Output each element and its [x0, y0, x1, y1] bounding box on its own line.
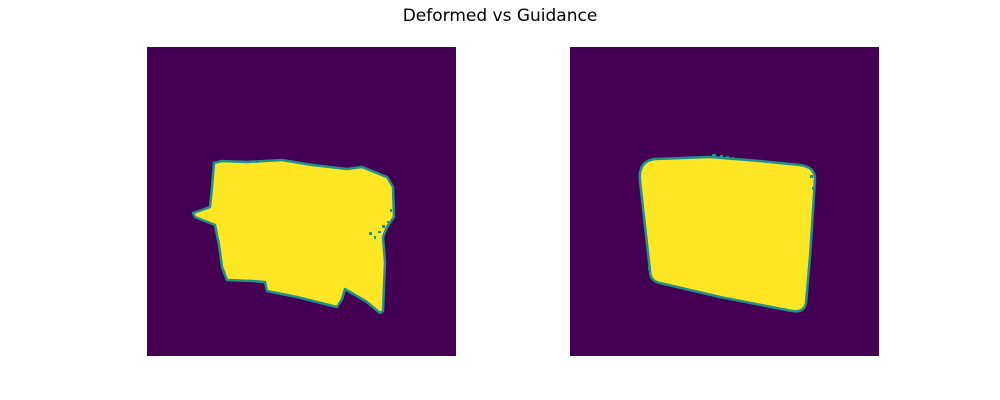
guidance-mask-image — [570, 47, 879, 356]
deformed-mask-image — [147, 47, 456, 356]
figure-title: Deformed vs Guidance — [0, 4, 1000, 28]
